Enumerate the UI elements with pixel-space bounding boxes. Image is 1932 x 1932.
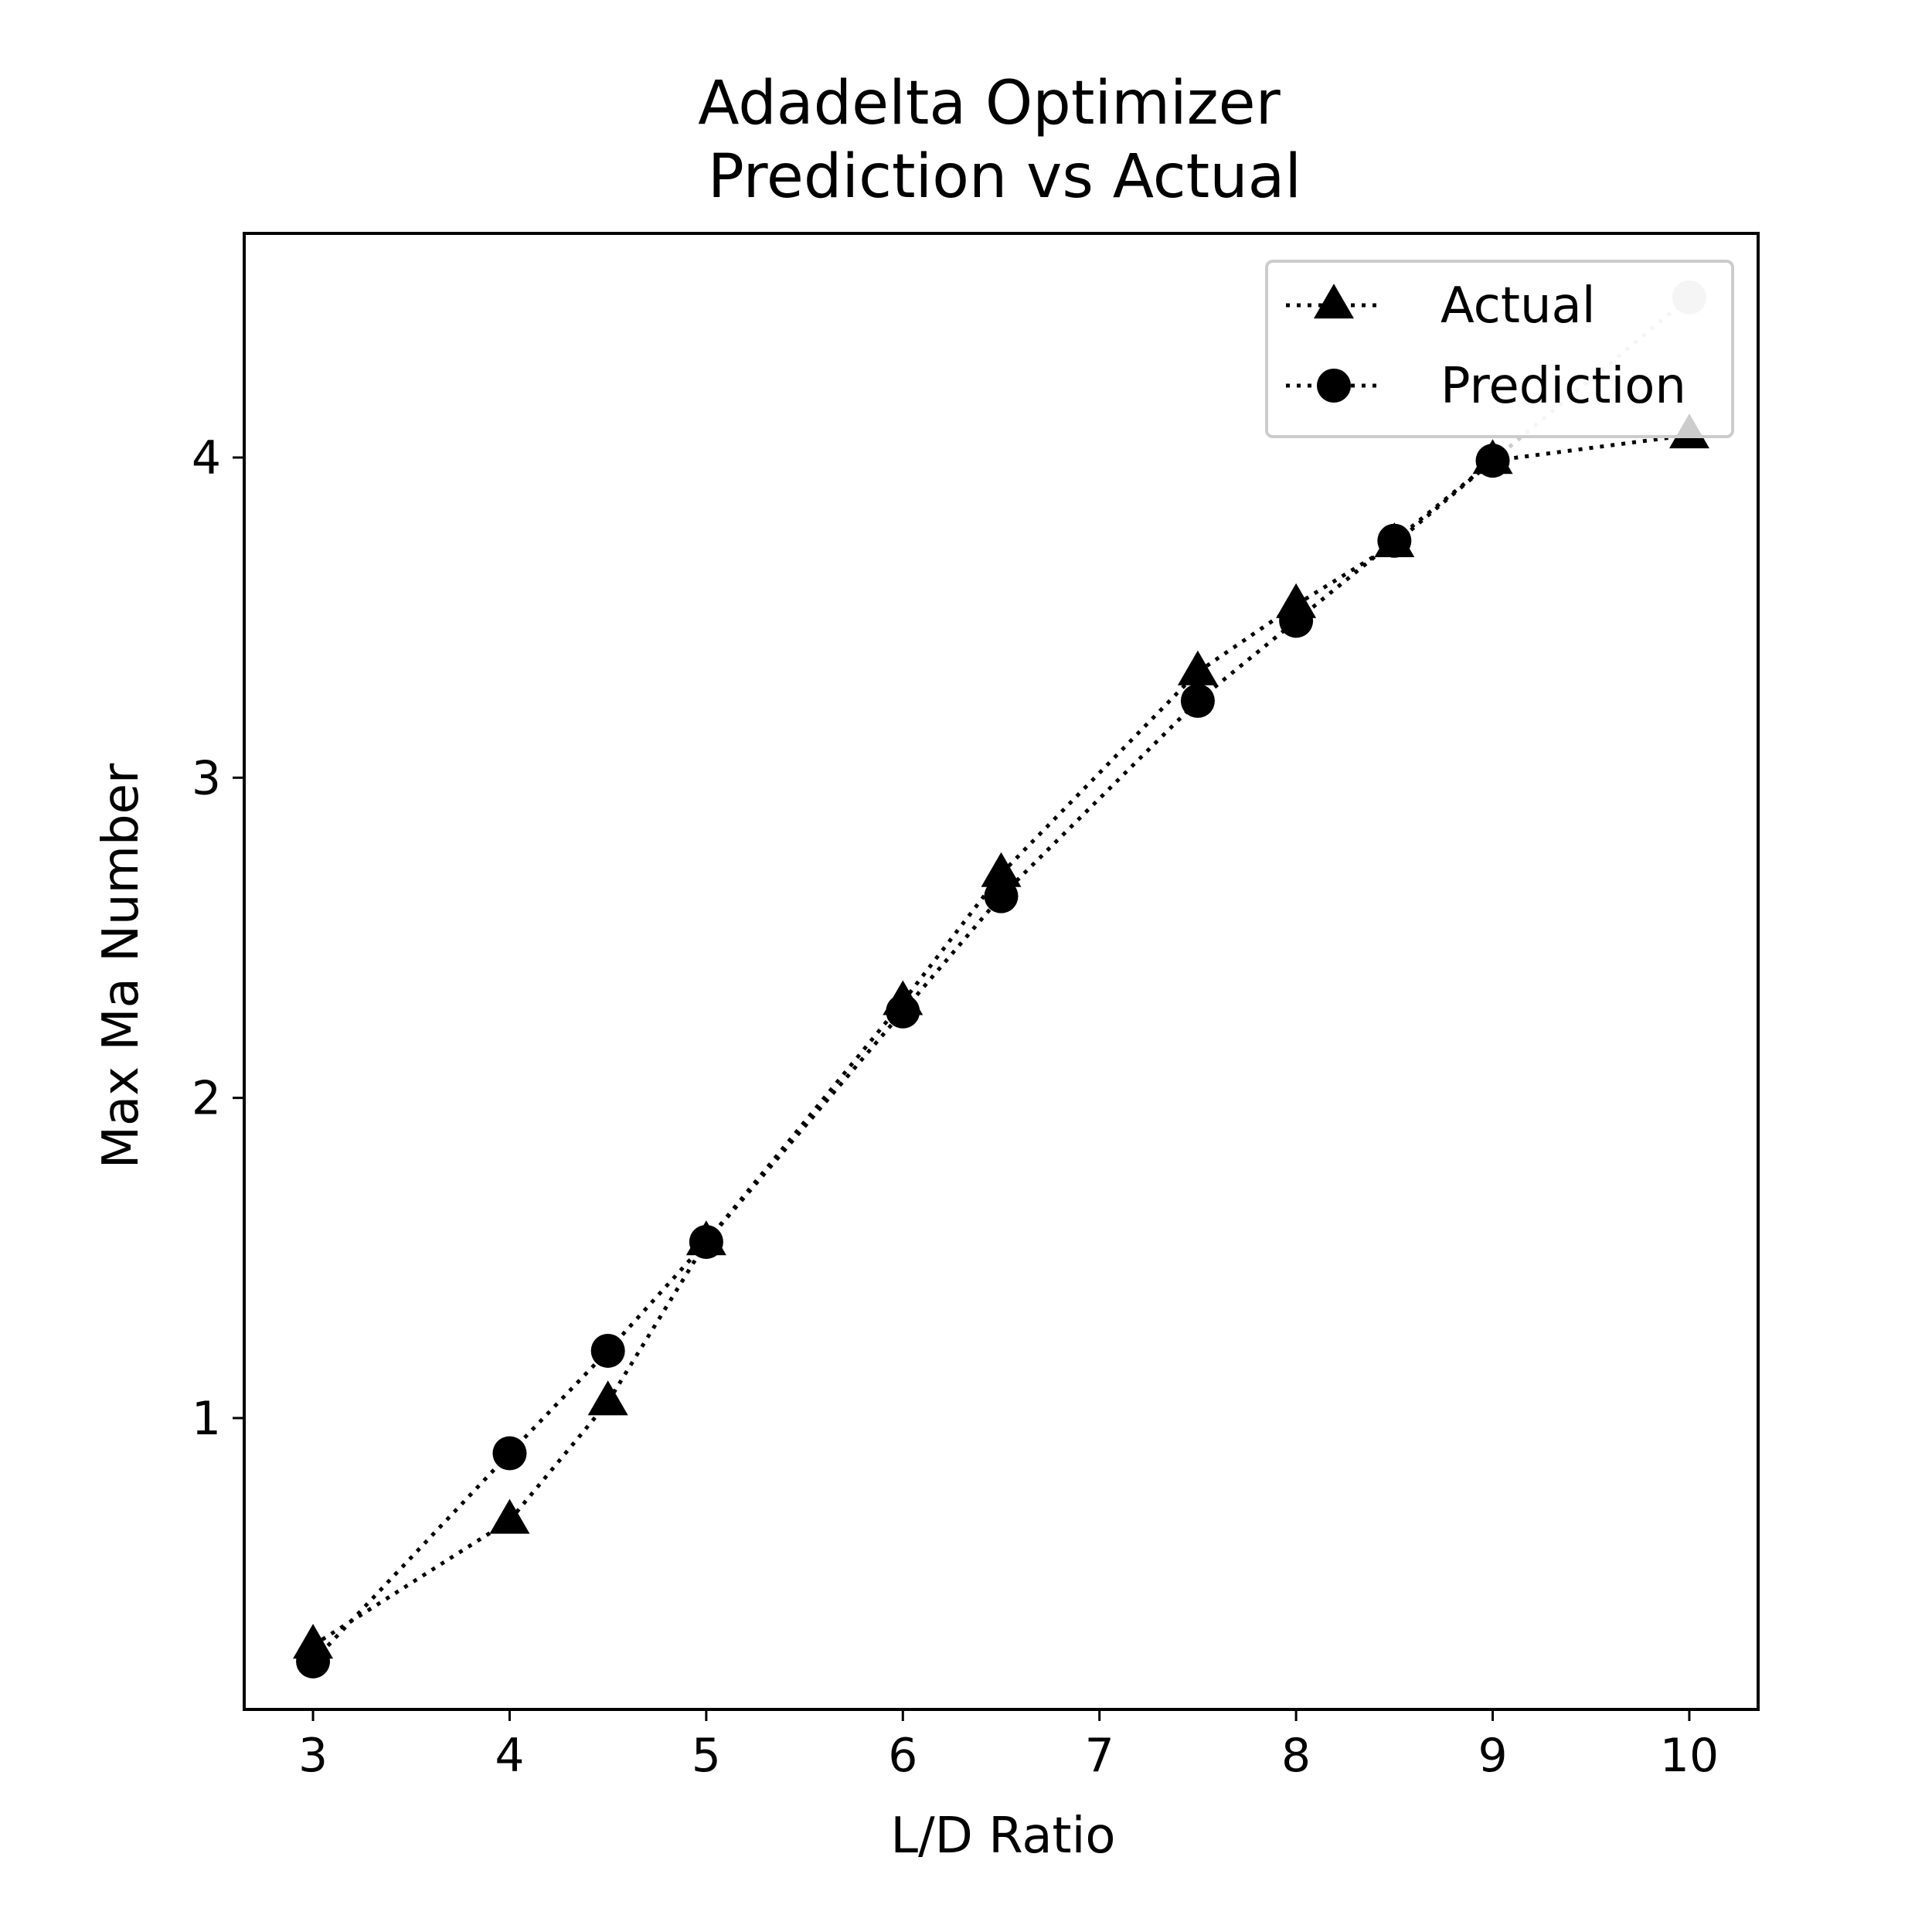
legend-box	[1265, 260, 1734, 438]
data-point-prediction-3	[689, 1225, 723, 1260]
legend-marker-actual	[1314, 284, 1354, 319]
data-point-prediction-5	[984, 879, 1019, 913]
x-tick-label-6: 9	[1478, 1729, 1507, 1783]
plot-frame	[243, 232, 1760, 1711]
series-line-prediction-0	[311, 1451, 512, 1663]
x-tick-label-3: 6	[888, 1729, 917, 1783]
chart-title-line2: Prediction vs Actual	[708, 142, 1301, 212]
data-point-prediction-9	[1475, 444, 1510, 478]
data-point-actual-1	[489, 1498, 530, 1534]
series-line-prediction-2	[606, 1240, 708, 1352]
series-line-prediction-1	[508, 1349, 610, 1455]
series-line-prediction-6	[1196, 619, 1298, 702]
data-point-prediction-4	[886, 994, 920, 1029]
data-point-prediction-0	[296, 1644, 331, 1679]
data-point-actual-6	[1177, 650, 1218, 685]
y-tick-label-0: 1	[192, 1392, 221, 1446]
x-tick-label-7: 10	[1660, 1729, 1719, 1783]
x-tick-label-0: 3	[298, 1729, 328, 1783]
series-line-actual-2	[606, 1240, 709, 1403]
series-actual	[293, 413, 1709, 1659]
series-line-actual-9	[1492, 433, 1690, 463]
series-line-actual-0	[311, 1519, 511, 1648]
data-point-prediction-2	[590, 1333, 625, 1368]
series-line-actual-1	[508, 1400, 610, 1522]
data-point-prediction-1	[492, 1436, 527, 1471]
legend: Actual Prediction	[1265, 260, 1734, 438]
series-line-actual-3	[704, 1000, 905, 1243]
series-line-prediction-5	[999, 699, 1199, 898]
plot-area: 3 4 5 6 7 8 9 10 1 2 3 4	[192, 232, 1760, 1783]
data-point-prediction-8	[1377, 523, 1412, 558]
series-line-actual-5	[999, 670, 1199, 876]
data-point-actual-5	[981, 852, 1022, 887]
data-point-actual-2	[587, 1380, 628, 1416]
y-tick-label-1: 2	[192, 1072, 221, 1126]
x-tick-label-5: 8	[1281, 1729, 1311, 1783]
legend-label-prediction: Prediction	[1440, 358, 1686, 415]
y-axis-label: Max Ma Number	[93, 763, 150, 1168]
legend-label-actual: Actual	[1440, 277, 1596, 335]
x-tick-label-2: 5	[692, 1729, 721, 1783]
series-line-prediction-4	[901, 895, 1003, 1013]
y-tick-label-2: 3	[192, 751, 221, 805]
legend-marker-prediction	[1317, 369, 1351, 403]
x-tick-label-1: 4	[495, 1729, 524, 1783]
x-tick-label-4: 7	[1085, 1729, 1114, 1783]
series-line-prediction-3	[704, 1010, 905, 1243]
y-tick-label-3: 4	[192, 431, 221, 485]
data-point-prediction-6	[1180, 683, 1215, 718]
chart-title-line1: Adadelta Optimizer	[698, 69, 1281, 138]
x-axis-label: L/D Ratio	[890, 1808, 1115, 1865]
series-line-actual-7	[1294, 542, 1396, 607]
series-prediction	[296, 280, 1706, 1679]
data-point-prediction-7	[1279, 604, 1314, 638]
